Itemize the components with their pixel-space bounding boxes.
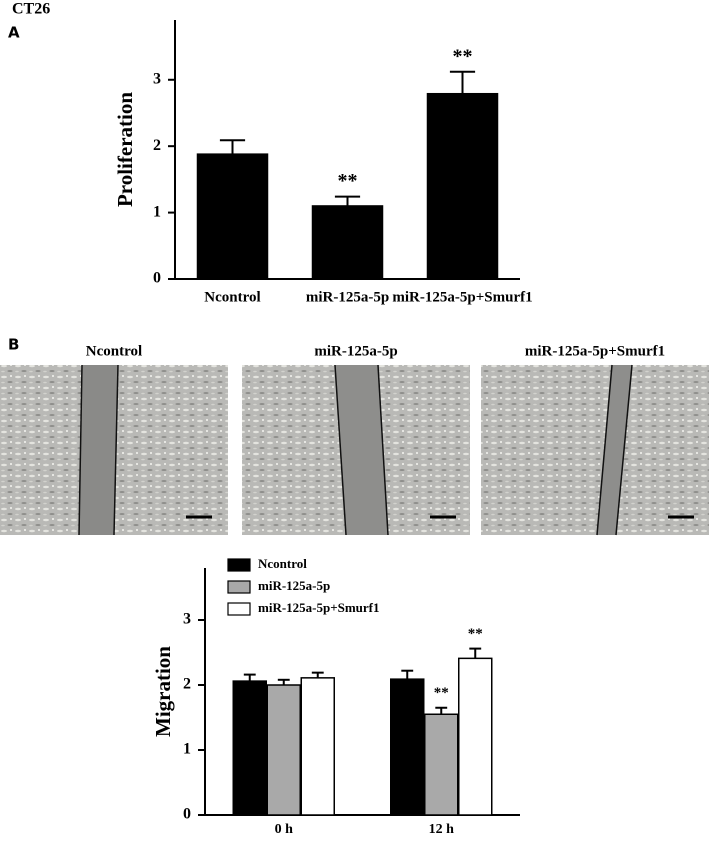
legend-label: Ncontrol xyxy=(258,556,307,571)
significance: ** xyxy=(453,45,473,67)
legend-label: miR-125a-5p+Smurf1 xyxy=(258,600,380,615)
bar xyxy=(426,92,499,280)
x-tick-label: miR-125a-5p+Smurf1 xyxy=(392,289,532,305)
micrograph: Ncontrol xyxy=(0,343,228,536)
bar xyxy=(311,205,384,280)
image-label: miR-125a-5p xyxy=(314,343,397,359)
bar xyxy=(232,680,267,816)
y-tick-label: 3 xyxy=(153,70,161,87)
panel-label: A xyxy=(8,24,20,42)
panel-label: B xyxy=(8,336,19,354)
y-tick-label: 2 xyxy=(183,676,191,693)
x-tick-label: Ncontrol xyxy=(204,289,260,305)
image-label: Ncontrol xyxy=(86,343,142,359)
bar xyxy=(424,713,459,816)
x-tick-label: 0 h xyxy=(275,822,294,837)
micrograph: miR-125a-5p+Smurf1 xyxy=(481,343,709,536)
x-tick-label: miR-125a-5p xyxy=(306,289,389,305)
significance: ** xyxy=(468,626,483,642)
legend-swatch xyxy=(227,558,251,572)
micrograph: miR-125a-5p xyxy=(242,343,470,536)
bar xyxy=(458,657,493,816)
significance: ** xyxy=(338,170,358,192)
legend-swatch xyxy=(227,602,251,616)
bar xyxy=(300,677,335,816)
y-tick-label: 1 xyxy=(153,203,161,220)
y-tick-label: 0 xyxy=(153,270,161,287)
y-axis-label: Migration xyxy=(151,646,175,737)
y-axis-label: Proliferation xyxy=(113,92,137,207)
significance: ** xyxy=(434,685,449,701)
bar xyxy=(266,684,301,816)
y-tick-label: 2 xyxy=(153,137,161,154)
legend-label: miR-125a-5p xyxy=(258,578,330,593)
y-tick-label: 0 xyxy=(183,806,191,823)
figure-title: CT26 xyxy=(12,1,50,18)
legend-swatch xyxy=(227,580,251,594)
image-label: miR-125a-5p+Smurf1 xyxy=(525,343,665,359)
y-tick-label: 3 xyxy=(183,611,191,628)
y-tick-label: 1 xyxy=(183,741,191,758)
bar xyxy=(196,153,269,280)
x-tick-label: 12 h xyxy=(429,822,455,837)
bar xyxy=(390,678,425,816)
